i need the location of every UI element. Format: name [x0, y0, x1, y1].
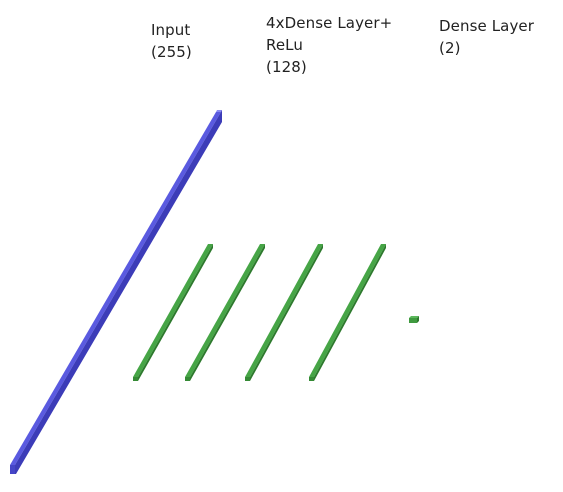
output-dense-layer-label: Dense Layer (2) [439, 17, 535, 57]
dense-relu-bar-4 [309, 244, 386, 381]
input-layer-label: Input (255) [151, 21, 192, 61]
dense-relu-layers-label: 4xDense Layer+ ReLu (128) [266, 14, 393, 76]
input-layer-bar [10, 110, 222, 474]
dense-relu-bar-1 [133, 244, 213, 381]
output-dense-block [409, 316, 419, 323]
dense-relu-bar-2 [185, 244, 265, 381]
dense-relu-bar-3 [245, 244, 323, 381]
